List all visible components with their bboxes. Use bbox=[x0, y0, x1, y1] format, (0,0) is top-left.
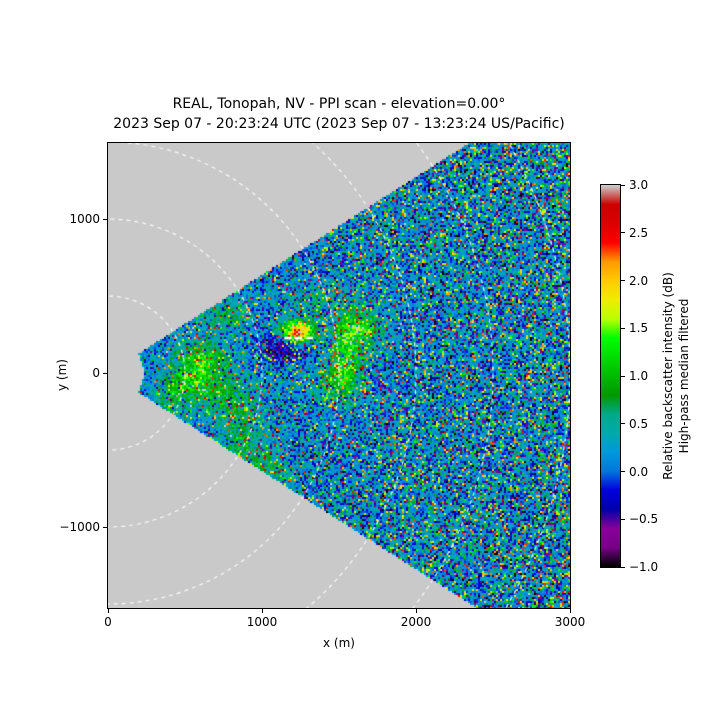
colorbar-tick-mark bbox=[621, 184, 625, 186]
x-tick-mark bbox=[261, 609, 263, 613]
x-tick-label: 0 bbox=[104, 615, 112, 629]
x-tick-label: 3000 bbox=[554, 615, 586, 629]
chart-title: REAL, Tonopah, NV - PPI scan - elevation… bbox=[172, 96, 506, 112]
y-tick-label: −1000 bbox=[59, 520, 100, 534]
x-tick-label: 2000 bbox=[400, 615, 432, 629]
x-tick-mark bbox=[415, 609, 417, 613]
colorbar-tick-label: −0.5 bbox=[629, 512, 659, 527]
colorbar-frame bbox=[600, 184, 621, 568]
x-tick-mark bbox=[569, 609, 571, 613]
colorbar-tick-label: 1.5 bbox=[629, 321, 649, 336]
colorbar-tick-mark bbox=[621, 280, 625, 281]
colorbar-tick-mark bbox=[621, 232, 625, 234]
y-tick-mark bbox=[103, 218, 107, 220]
x-tick-label: 1000 bbox=[246, 615, 278, 629]
colorbar-tick-mark bbox=[621, 327, 625, 329]
colorbar-label-line1: Relative backscatter intensity (dB) bbox=[661, 272, 675, 480]
colorbar-label-line2: High-pass median filtered bbox=[677, 298, 691, 454]
colorbar-tick-mark bbox=[621, 375, 625, 377]
colorbar-tick-mark bbox=[621, 518, 625, 520]
y-tick-mark bbox=[103, 526, 107, 528]
y-tick-label: 0 bbox=[92, 366, 100, 381]
x-tick-mark bbox=[107, 609, 109, 613]
colorbar-tick-label: 0.0 bbox=[629, 464, 649, 479]
chart-subtitle: 2023 Sep 07 - 20:23:24 UTC (2023 Sep 07 … bbox=[113, 116, 565, 132]
x-axis-label: x (m) bbox=[323, 636, 355, 650]
y-axis-label: y (m) bbox=[55, 359, 69, 391]
colorbar-tick-mark bbox=[621, 471, 625, 472]
colorbar-tick-label: 0.5 bbox=[629, 416, 649, 431]
y-tick-label: 1000 bbox=[69, 212, 100, 227]
colorbar-tick-label: 2.5 bbox=[629, 225, 649, 240]
plot-frame bbox=[107, 142, 571, 609]
colorbar-tick-label: 3.0 bbox=[629, 178, 649, 192]
colorbar-tick-label: 2.0 bbox=[629, 273, 649, 288]
colorbar-tick-mark bbox=[621, 423, 625, 425]
colorbar-gradient bbox=[601, 185, 620, 567]
y-tick-mark bbox=[103, 372, 107, 374]
colorbar-tick-label: 1.0 bbox=[629, 369, 649, 383]
ppi-scan-canvas bbox=[108, 143, 570, 608]
colorbar-tick-mark bbox=[621, 566, 625, 568]
colorbar-tick-label: −1.0 bbox=[629, 560, 659, 574]
